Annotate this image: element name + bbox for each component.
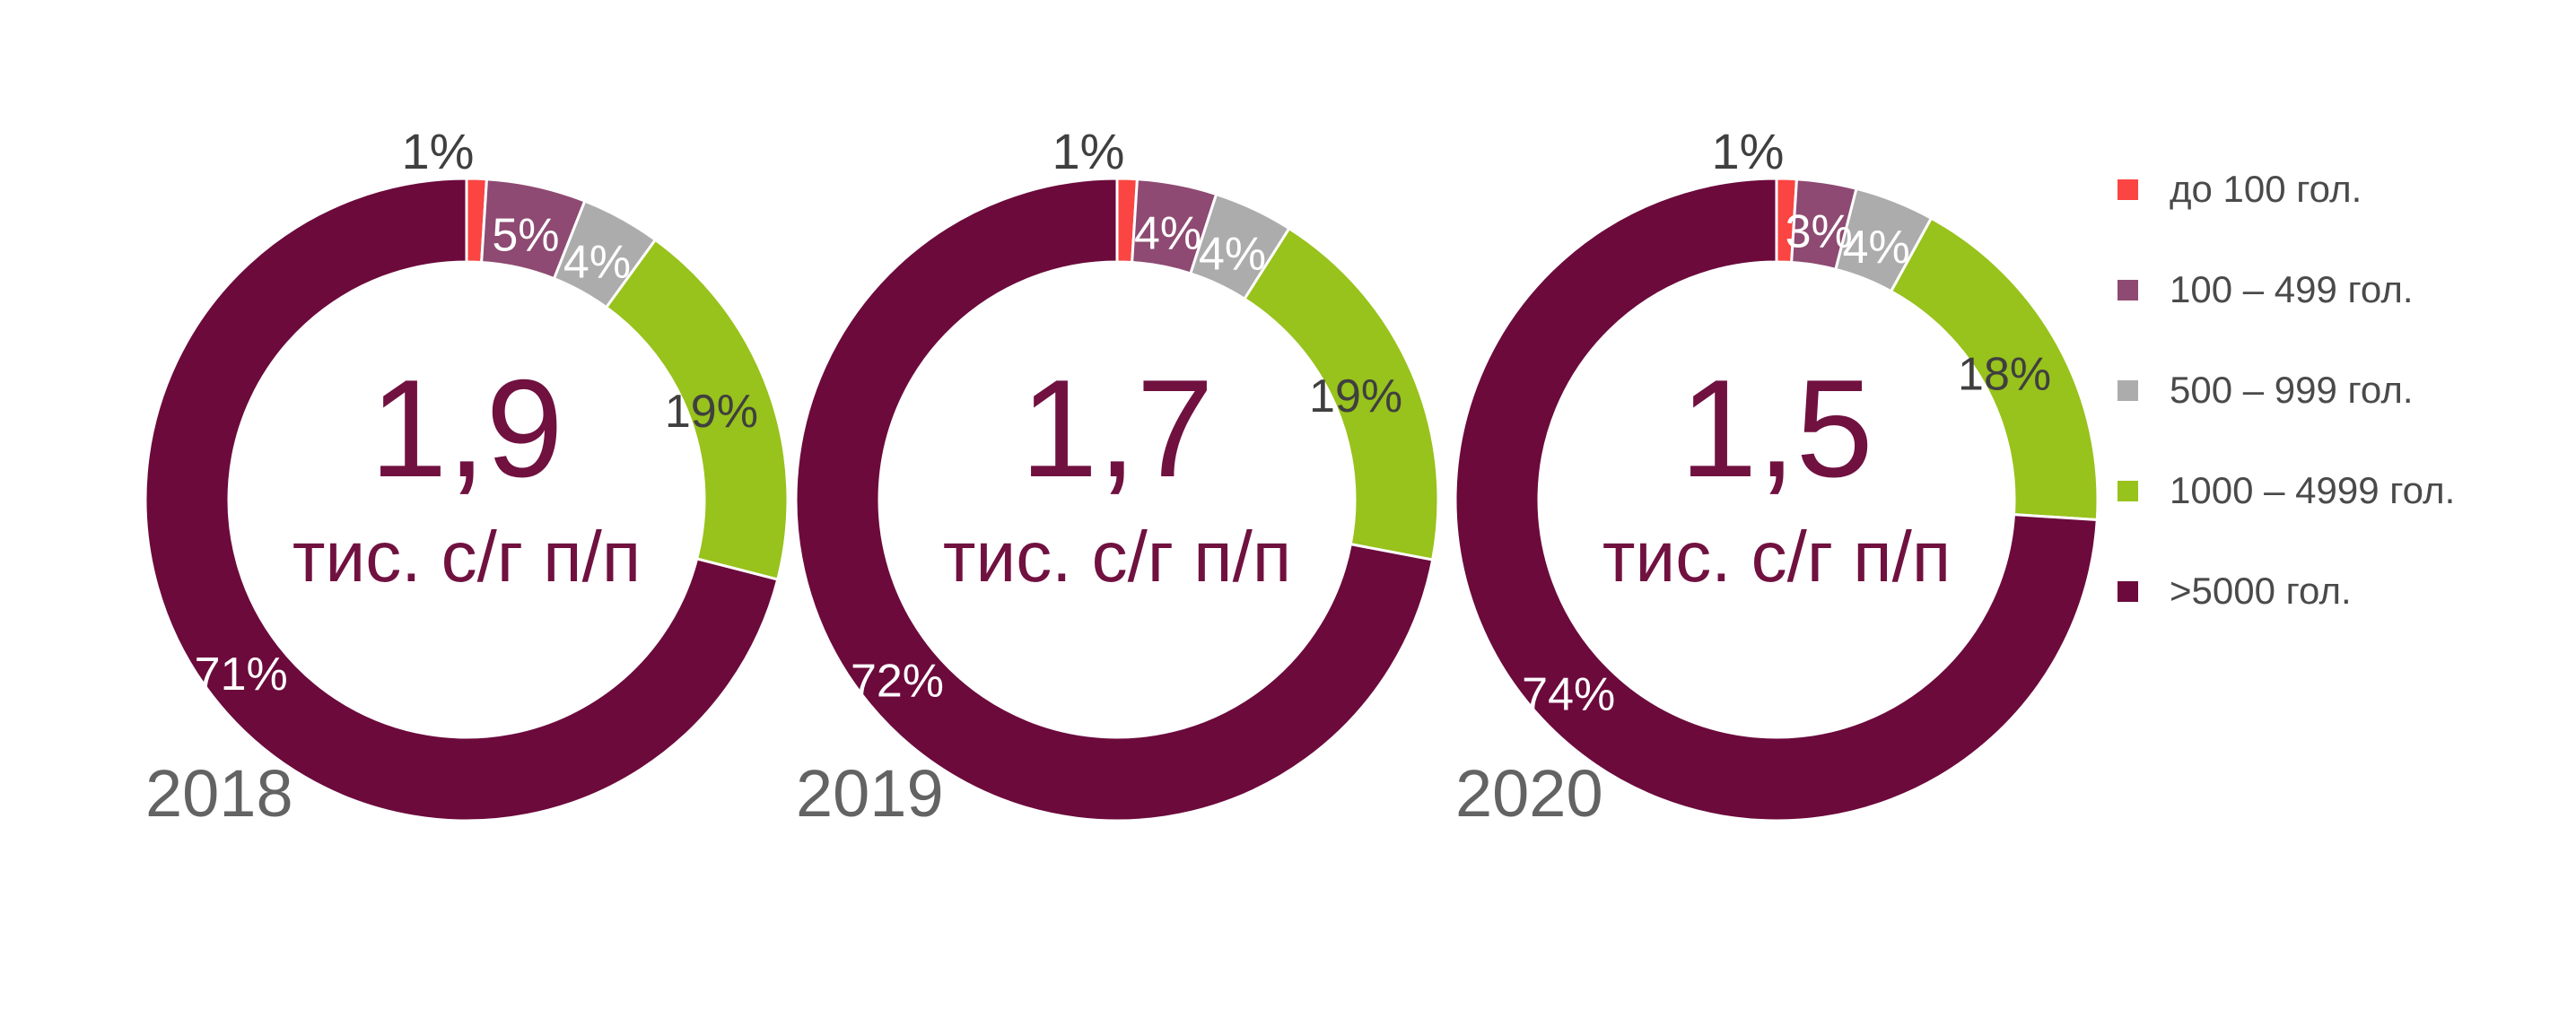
- segment-label: 4%: [1199, 229, 1266, 281]
- legend-item: 1000 – 4999 гол.: [2118, 440, 2548, 541]
- donut-ring-2018: 1% 5%4% 19% 71%: [144, 123, 790, 823]
- year-label: 2018: [145, 756, 293, 831]
- legend-item-label: 1000 – 4999 гол.: [2170, 469, 2456, 511]
- legend: до 100 гол. 100 – 499 гол. 500 – 999 гол. 1…: [2118, 139, 2548, 641]
- segment-label: 4%: [563, 236, 631, 288]
- legend-item-label: >5000 гол.: [2170, 570, 2352, 612]
- segment-label: 4%: [1134, 207, 1201, 259]
- donut-segment->5000-гол-: [794, 177, 1435, 823]
- legend-item-label: до 100 гол.: [2170, 168, 2362, 210]
- donut-segment->5000-гол-: [144, 177, 780, 823]
- segment-label: 1%: [1712, 123, 1785, 179]
- legend-item-label: 100 – 499 гол.: [2170, 268, 2414, 310]
- center-unit: тис. с/г п/п: [1602, 517, 1952, 596]
- segment-label: 3%: [1786, 206, 1853, 258]
- legend-swatch: [2118, 279, 2138, 300]
- segment-label: 18%: [1958, 348, 2051, 400]
- segment-label: 74%: [1522, 669, 1615, 721]
- segment-label: 19%: [665, 386, 758, 438]
- segment-label: 1%: [402, 123, 475, 179]
- donut-chart-2020: 1% 3% 4% 18% 74% 1,5 тис. с/г п/п 2020: [1418, 123, 2135, 867]
- legend-swatch: [2118, 480, 2138, 501]
- segment-label: 19%: [1309, 370, 1402, 422]
- center-unit: тис. с/г п/п: [292, 517, 642, 596]
- center-value: 1,5: [1680, 351, 1873, 506]
- legend-item: 100 – 499 гол.: [2118, 239, 2548, 340]
- legend-item: >5000 гол.: [2118, 541, 2548, 641]
- legend-swatch: [2118, 379, 2138, 401]
- donut-ring-2020: 1%3%4% 18% 74%: [1454, 123, 2100, 823]
- segment-label: 72%: [851, 656, 944, 708]
- donut-ring-2019: 1%4%4%19%72%: [794, 123, 1440, 823]
- legend-item: 500 – 999 гол.: [2118, 340, 2548, 440]
- donut-segment->5000-гол-: [1454, 177, 2099, 823]
- center-value: 1,9: [370, 351, 563, 506]
- center-value: 1,7: [1020, 351, 1214, 506]
- legend-swatch: [2118, 580, 2138, 602]
- year-label: 2019: [796, 756, 944, 831]
- year-label: 2020: [1455, 756, 1603, 831]
- segment-label: 1%: [1052, 123, 1125, 179]
- legend-item-label: 500 – 999 гол.: [2170, 369, 2414, 411]
- center-unit: тис. с/г п/п: [942, 517, 1292, 596]
- segment-label: 71%: [195, 649, 288, 701]
- donut-chart-2018: 1% 5% 4% 19% 71% 1,9 тис. с/г п/п 2018: [108, 123, 825, 867]
- segment-label: 5%: [492, 209, 559, 261]
- legend-swatch: [2118, 178, 2138, 200]
- segment-label: 4%: [1843, 222, 1910, 274]
- donut-chart-2019: 1% 4% 4% 19% 72% 1,7 тис. с/г п/п 2019: [758, 123, 1476, 867]
- legend-item: до 100 гол.: [2118, 139, 2548, 239]
